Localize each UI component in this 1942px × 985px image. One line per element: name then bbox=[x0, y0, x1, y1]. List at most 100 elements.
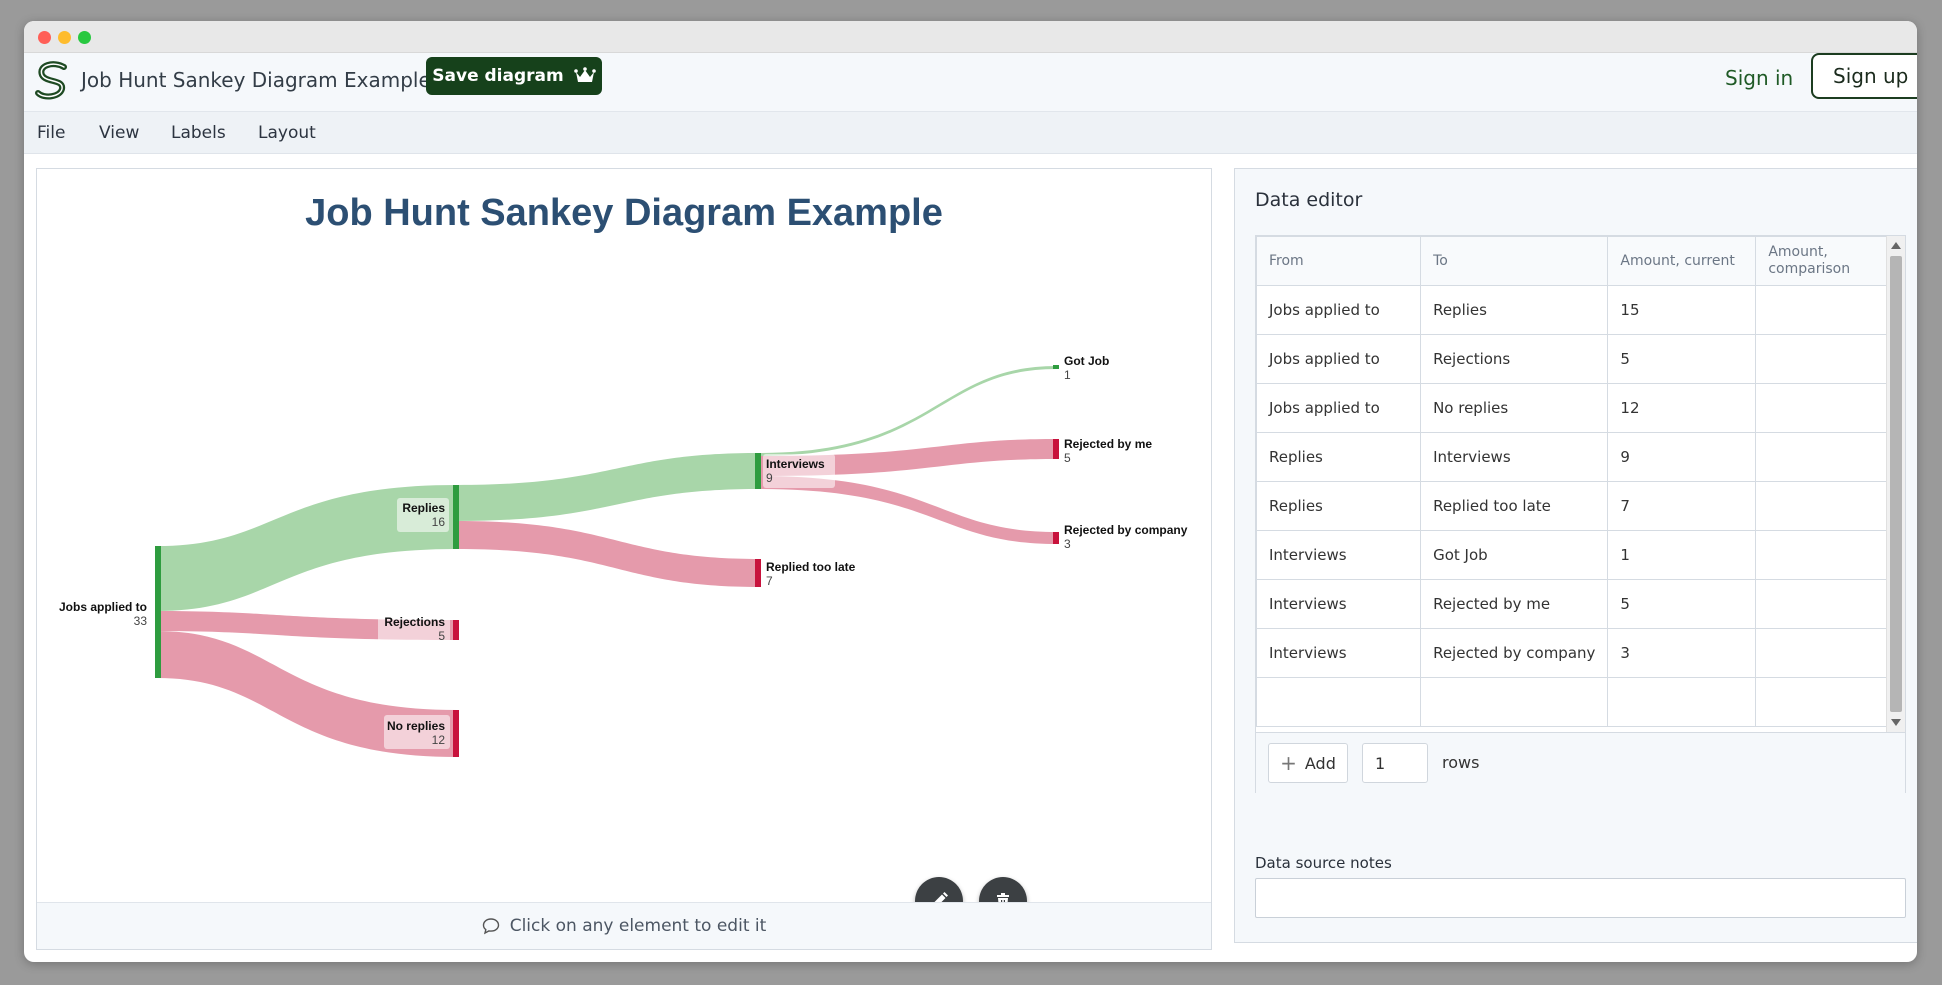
scroll-down-icon[interactable] bbox=[1891, 719, 1901, 726]
cell-amount-current[interactable]: 5 bbox=[1607, 579, 1757, 629]
menu-labels[interactable]: Labels bbox=[171, 123, 226, 143]
table-row: Interviews Got Job 1 bbox=[1255, 530, 1905, 580]
close-window-button[interactable] bbox=[38, 31, 51, 44]
cell-to[interactable]: Replies bbox=[1420, 285, 1609, 335]
cell-amount-current[interactable]: 12 bbox=[1607, 383, 1757, 433]
menu-file[interactable]: File bbox=[37, 123, 66, 143]
edit-hint-bar: Click on any element to edit it bbox=[37, 902, 1211, 949]
cell-amount-current[interactable]: 9 bbox=[1607, 432, 1757, 482]
cell-from[interactable]: Interviews bbox=[1255, 579, 1422, 629]
node-bar-interviews[interactable] bbox=[755, 453, 761, 489]
column-header-amount-current[interactable]: Amount, current bbox=[1607, 236, 1757, 286]
plus-icon: + bbox=[1280, 751, 1297, 775]
cell-from[interactable]: Jobs applied to bbox=[1255, 285, 1422, 335]
crown-icon bbox=[573, 67, 596, 82]
link-replies-repliedtoolate[interactable] bbox=[457, 521, 759, 587]
cell-to[interactable]: Got Job bbox=[1420, 530, 1609, 580]
cell-amount-comparison[interactable] bbox=[1755, 334, 1905, 384]
column-header-to[interactable]: To bbox=[1420, 236, 1609, 286]
node-bar-rejections[interactable] bbox=[453, 620, 459, 640]
node-value-replies[interactable]: 16 bbox=[432, 515, 446, 529]
link-replies-interviews[interactable] bbox=[457, 453, 759, 521]
cell-amount-current[interactable] bbox=[1607, 677, 1757, 727]
table-body: Jobs applied to Replies 15 Jobs applied to R… bbox=[1255, 285, 1905, 727]
node-value-rejections[interactable]: 5 bbox=[438, 629, 445, 643]
sankeymatic-logo-icon[interactable] bbox=[34, 61, 70, 101]
node-label-got-job[interactable]: Got Job bbox=[1064, 354, 1109, 368]
node-bar-replies[interactable] bbox=[453, 485, 459, 549]
cell-from[interactable]: Replies bbox=[1255, 432, 1422, 482]
node-value-got-job[interactable]: 1 bbox=[1064, 368, 1071, 382]
node-bar-rejected-by-company[interactable] bbox=[1053, 532, 1059, 544]
cell-to[interactable]: Replied too late bbox=[1420, 481, 1609, 531]
node-value-jobs-applied-to[interactable]: 33 bbox=[134, 614, 148, 628]
menu-layout[interactable]: Layout bbox=[258, 123, 316, 143]
cell-to[interactable]: Rejected by company bbox=[1420, 628, 1609, 678]
node-label-rejected-by-company[interactable]: Rejected by company bbox=[1064, 523, 1188, 537]
cell-amount-comparison[interactable] bbox=[1755, 579, 1905, 629]
link-jobs-replies[interactable] bbox=[157, 485, 457, 611]
sankey-diagram[interactable]: Job Hunt Sankey Diagram Example bbox=[37, 169, 1211, 903]
cell-amount-comparison[interactable] bbox=[1755, 432, 1905, 482]
scroll-thumb[interactable] bbox=[1890, 256, 1902, 712]
cell-amount-comparison[interactable] bbox=[1755, 530, 1905, 580]
cell-from[interactable]: Jobs applied to bbox=[1255, 383, 1422, 433]
sign-up-button[interactable]: Sign up bbox=[1811, 53, 1917, 99]
node-label-jobs-applied-to[interactable]: Jobs applied to bbox=[59, 600, 147, 614]
cell-from[interactable]: Interviews bbox=[1255, 628, 1422, 678]
save-diagram-button[interactable]: Save diagram bbox=[426, 57, 602, 95]
grid-scrollbar[interactable] bbox=[1886, 236, 1905, 732]
node-value-rejected-by-me[interactable]: 5 bbox=[1064, 451, 1071, 465]
node-label-replied-too-late[interactable]: Replied too late bbox=[766, 560, 856, 574]
node-value-interviews[interactable]: 9 bbox=[766, 471, 773, 485]
cell-amount-current[interactable]: 15 bbox=[1607, 285, 1757, 335]
node-value-replied-too-late[interactable]: 7 bbox=[766, 574, 773, 588]
sign-in-link[interactable]: Sign in bbox=[1725, 66, 1794, 90]
node-bar-jobs-applied-to[interactable] bbox=[155, 546, 161, 678]
cell-to[interactable]: Rejected by me bbox=[1420, 579, 1609, 629]
cell-amount-current[interactable]: 5 bbox=[1607, 334, 1757, 384]
link-jobs-noreplies[interactable] bbox=[157, 631, 457, 757]
cell-amount-comparison[interactable] bbox=[1755, 677, 1905, 727]
column-header-amount-comparison[interactable]: Amount, comparison bbox=[1755, 236, 1905, 286]
node-value-no-replies[interactable]: 12 bbox=[432, 733, 446, 747]
node-bar-rejected-by-me[interactable] bbox=[1053, 439, 1059, 459]
node-label-replies[interactable]: Replies bbox=[402, 501, 445, 515]
cell-amount-comparison[interactable] bbox=[1755, 481, 1905, 531]
node-label-rejections[interactable]: Rejections bbox=[384, 615, 445, 629]
node-bar-got-job[interactable] bbox=[1053, 365, 1059, 369]
cell-to[interactable]: No replies bbox=[1420, 383, 1609, 433]
cell-to[interactable]: Rejections bbox=[1420, 334, 1609, 384]
node-label-interviews[interactable]: Interviews bbox=[766, 457, 825, 471]
menu-view[interactable]: View bbox=[99, 123, 140, 143]
cell-amount-current[interactable]: 7 bbox=[1607, 481, 1757, 531]
data-grid: From To Amount, current Amount, comparis… bbox=[1255, 235, 1906, 793]
cell-from[interactable]: Jobs applied to bbox=[1255, 334, 1422, 384]
diagram-title[interactable]: Job Hunt Sankey Diagram Example bbox=[305, 192, 943, 234]
cell-amount-comparison[interactable] bbox=[1755, 628, 1905, 678]
table-row bbox=[1255, 677, 1905, 727]
diagram-canvas[interactable]: Job Hunt Sankey Diagram Example bbox=[36, 168, 1212, 950]
node-label-rejected-by-me[interactable]: Rejected by me bbox=[1064, 437, 1152, 451]
cell-to[interactable]: Interviews bbox=[1420, 432, 1609, 482]
data-source-notes-input[interactable] bbox=[1255, 878, 1906, 918]
cell-amount-current[interactable]: 3 bbox=[1607, 628, 1757, 678]
cell-to[interactable] bbox=[1420, 677, 1609, 727]
cell-from[interactable]: Interviews bbox=[1255, 530, 1422, 580]
cell-amount-comparison[interactable] bbox=[1755, 383, 1905, 433]
node-label-no-replies[interactable]: No replies bbox=[387, 719, 445, 733]
node-bar-replied-too-late[interactable] bbox=[755, 559, 761, 587]
column-header-from[interactable]: From bbox=[1255, 236, 1422, 286]
scroll-up-icon[interactable] bbox=[1891, 242, 1901, 249]
add-rows-button[interactable]: + Add bbox=[1268, 743, 1348, 783]
node-value-rejected-by-company[interactable]: 3 bbox=[1064, 537, 1071, 551]
node-bar-no-replies[interactable] bbox=[453, 710, 459, 757]
link-interviews-rejectedbycompany[interactable] bbox=[759, 476, 1057, 544]
cell-from[interactable]: Replies bbox=[1255, 481, 1422, 531]
cell-amount-current[interactable]: 1 bbox=[1607, 530, 1757, 580]
minimize-window-button[interactable] bbox=[58, 31, 71, 44]
maximize-window-button[interactable] bbox=[78, 31, 91, 44]
cell-from[interactable] bbox=[1255, 677, 1422, 727]
rows-count-input[interactable]: 1 bbox=[1362, 743, 1428, 783]
cell-amount-comparison[interactable] bbox=[1755, 285, 1905, 335]
